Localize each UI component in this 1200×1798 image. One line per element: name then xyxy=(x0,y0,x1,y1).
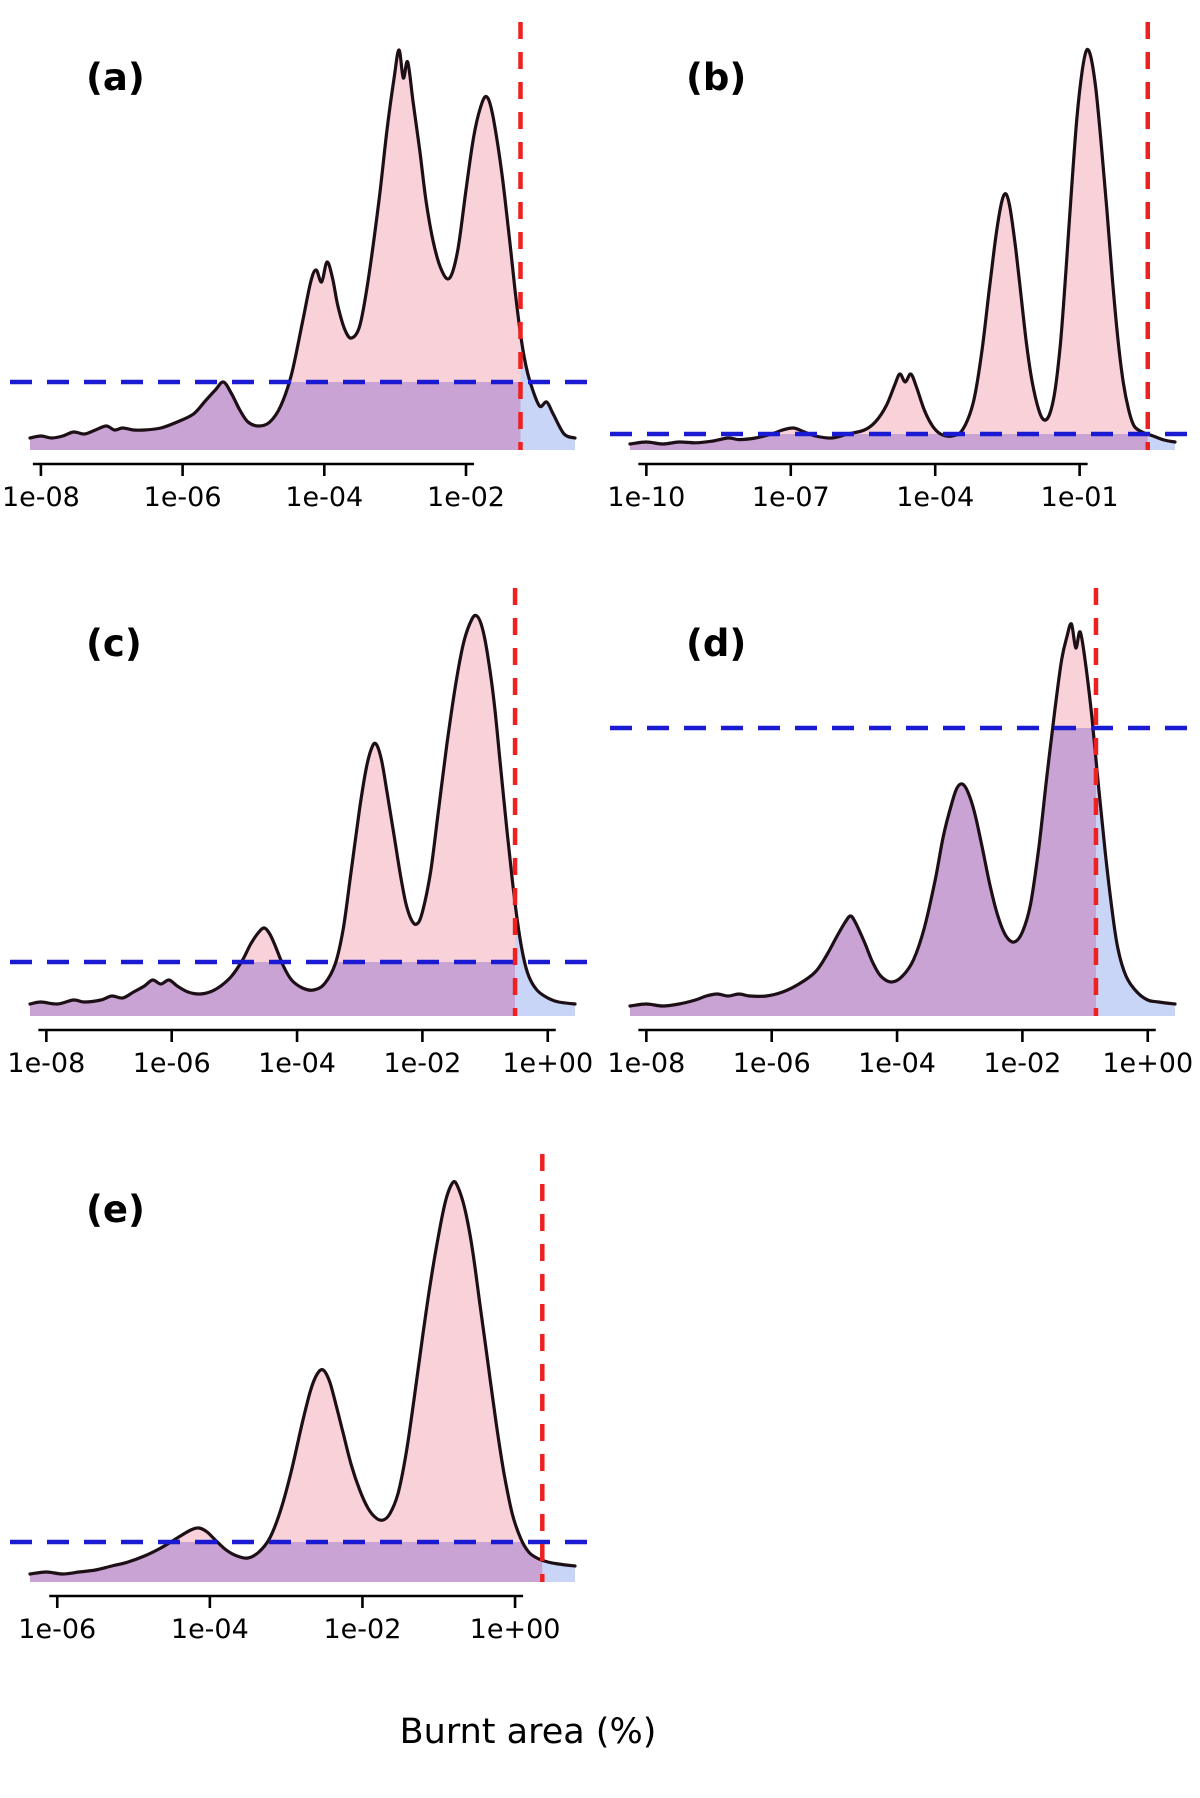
density-curve xyxy=(628,47,1177,446)
density-curve xyxy=(628,622,1177,1008)
density-area-overlap-purple xyxy=(630,728,1096,1016)
density-curve xyxy=(28,48,577,440)
density-curve xyxy=(28,613,577,1006)
x-axis-tick-label: 1e-04 xyxy=(285,482,363,513)
panel-d-label: (d) xyxy=(686,622,747,665)
empty-cell xyxy=(600,1132,1200,1698)
x-axis-tick-label: 1e-02 xyxy=(383,1048,461,1079)
x-axis-tick-label: 1e-02 xyxy=(427,482,505,513)
x-axis-tick-label: 1e-07 xyxy=(752,482,830,513)
panel-d-plot: 1e-08 1e-06 1e-04 1e-02 1e+00 xyxy=(607,588,1195,1079)
x-axis-tick-label: 1e-04 xyxy=(258,1048,336,1079)
x-axis-tick-label: 1e-01 xyxy=(1041,482,1119,513)
panel-d: (d) 1e-08 1e-06 1e-04 1e-02 1e+00 xyxy=(600,566,1200,1132)
panel-b-plot: 1e-10 1e-07 1e-04 1e-01 xyxy=(607,22,1195,513)
panel-e-label: (e) xyxy=(86,1188,145,1231)
x-axis-tick-label: 1e-10 xyxy=(607,482,685,513)
x-axis-tick-label: 1e-02 xyxy=(324,1614,402,1645)
density-area-pink xyxy=(30,615,575,1016)
x-axis-tick-label: 1e-06 xyxy=(133,1048,211,1079)
panel-e-plot: 1e-06 1e-04 1e-02 1e+00 xyxy=(10,1154,595,1645)
density-area-pink xyxy=(30,50,575,450)
panel-a: (a) 1e-08 1e-06 1e-04 1e-02 xyxy=(0,0,600,566)
x-axis-tick-label: 1e+00 xyxy=(502,1048,593,1079)
density-area-beyond-threshold-blue xyxy=(515,903,575,1016)
panel-a-label: (a) xyxy=(86,56,145,99)
density-area-overlap-purple xyxy=(30,1542,543,1582)
x-axis-tick-label: 1e-08 xyxy=(607,1048,685,1079)
panel-a-plot: 1e-08 1e-06 1e-04 1e-02 xyxy=(2,22,595,513)
density-area-overlap-purple xyxy=(30,962,516,1016)
x-axis-tick-label: 1e-08 xyxy=(2,482,80,513)
x-axis-tick-label: 1e-06 xyxy=(18,1614,96,1645)
panel-c: (c) 1e-08 1e-06 1e-04 1e-02 1e+00 xyxy=(0,566,600,1132)
x-axis-tick-label: 1e-04 xyxy=(858,1048,936,1079)
x-axis-tick-label: 1e-02 xyxy=(983,1048,1061,1079)
panel-e: (e) 1e-06 1e-04 1e-02 1e+00 xyxy=(0,1132,600,1698)
x-axis-tick-label: 1e-06 xyxy=(144,482,222,513)
density-area-pink xyxy=(30,1181,575,1582)
density-area-beyond-threshold-blue xyxy=(520,334,575,450)
panel-b-label: (b) xyxy=(686,56,747,99)
x-axis-tick-label: 1e-04 xyxy=(896,482,974,513)
panel-b: (b) 1e-10 1e-07 1e-04 1e-01 xyxy=(600,0,1200,566)
x-axis-tick-label: 1e+00 xyxy=(1102,1048,1193,1079)
density-area-pink xyxy=(630,49,1175,451)
x-axis-tick-label: 1e+00 xyxy=(470,1614,561,1645)
density-curve xyxy=(28,1180,577,1576)
panel-c-plot: 1e-08 1e-06 1e-04 1e-02 1e+00 xyxy=(7,588,595,1079)
x-axis-tick-label: 1e-08 xyxy=(7,1048,85,1079)
density-area-beyond-threshold-blue xyxy=(1095,759,1175,1016)
panel-c-label: (c) xyxy=(86,622,142,665)
x-axis-title: Burnt area (%) xyxy=(399,1712,657,1752)
x-axis-tick-label: 1e-04 xyxy=(171,1614,249,1645)
x-axis-tick-label: 1e-06 xyxy=(733,1048,811,1079)
